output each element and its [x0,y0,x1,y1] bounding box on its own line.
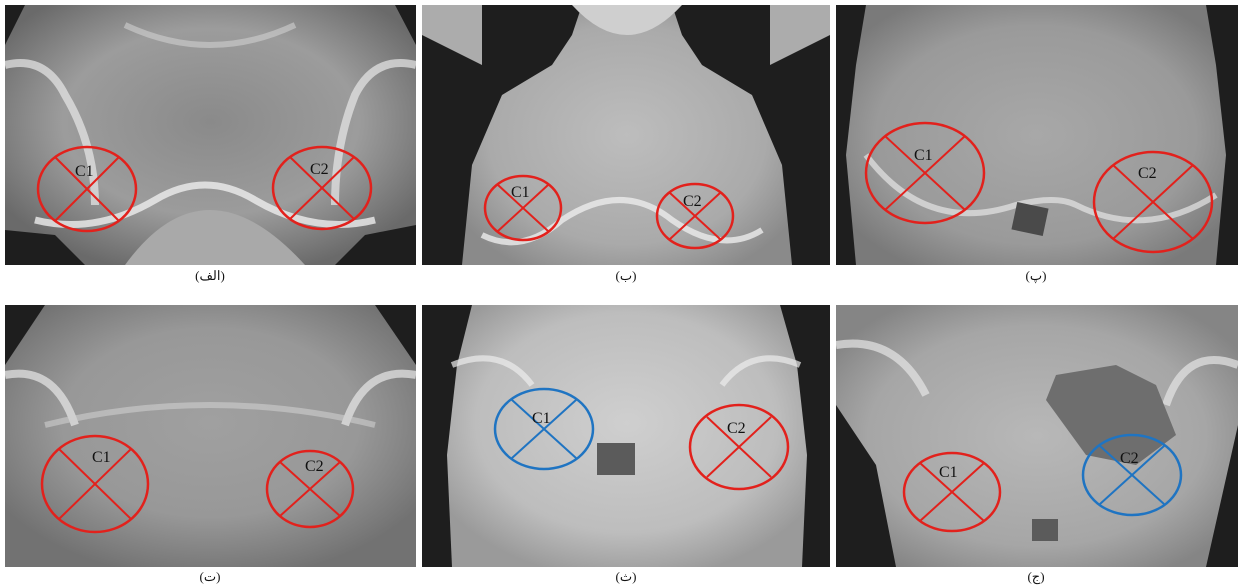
thermal-image-panel-6: C1 C2 [836,305,1238,567]
roi-label: C1 [532,410,551,427]
roi-label: C1 [511,184,530,201]
roi-marker-c1: C1 [493,387,595,471]
thermal-image-panel-5: C1 C2 [422,305,830,567]
thermal-image-panel-3: C1 C2 [836,5,1238,265]
roi-marker-c2: C2 [688,403,790,491]
thermal-image-panel-2: C1 C2 [422,5,830,265]
panel-caption: (ت) [199,569,221,584]
panel-caption: (ج) [1027,569,1045,584]
roi-label: C2 [310,161,329,178]
thermal-image-panel-1: C1 C2 [5,5,416,265]
roi-marker-c2: C2 [265,449,355,529]
thermal-image-2: C1 C2 [422,5,830,265]
panel-caption: (پ) [1025,268,1047,283]
thermal-image-5: C1 C2 [422,305,830,567]
roi-label: C1 [75,163,94,180]
roi-marker-c1: C1 [864,121,986,225]
thermal-image-panel-4: C1 C2 [5,305,416,567]
roi-marker-c2: C2 [1081,433,1183,517]
roi-marker-c1: C1 [40,434,150,534]
roi-label: C2 [727,420,746,437]
thermal-image-4: C1 C2 [5,305,416,567]
roi-marker-c2: C2 [1092,150,1214,254]
panel-caption: (ب) [615,268,637,283]
panel-caption: (ث) [615,569,637,584]
roi-marker-c1: C1 [36,145,138,233]
roi-marker-c2: C2 [271,145,373,231]
roi-label: C1 [92,449,111,466]
roi-label: C1 [914,147,933,164]
roi-label: C1 [939,464,958,481]
roi-marker-c2: C2 [655,182,735,250]
calibration-patch [1046,365,1176,465]
roi-label: C2 [1120,450,1139,467]
panel-caption: (الف) [195,268,225,283]
thermal-image-3: C1 C2 [836,5,1238,265]
calibration-marker [1011,201,1049,237]
roi-label: C2 [683,193,702,210]
calibration-marker [597,443,635,475]
roi-marker-c1: C1 [483,174,563,242]
thermal-image-1: C1 C2 [5,5,416,265]
thermal-image-6: C1 C2 [836,305,1238,567]
roi-marker-c1: C1 [902,451,1002,533]
roi-label: C2 [305,458,324,475]
roi-label: C2 [1138,165,1157,182]
calibration-marker [1032,519,1058,541]
